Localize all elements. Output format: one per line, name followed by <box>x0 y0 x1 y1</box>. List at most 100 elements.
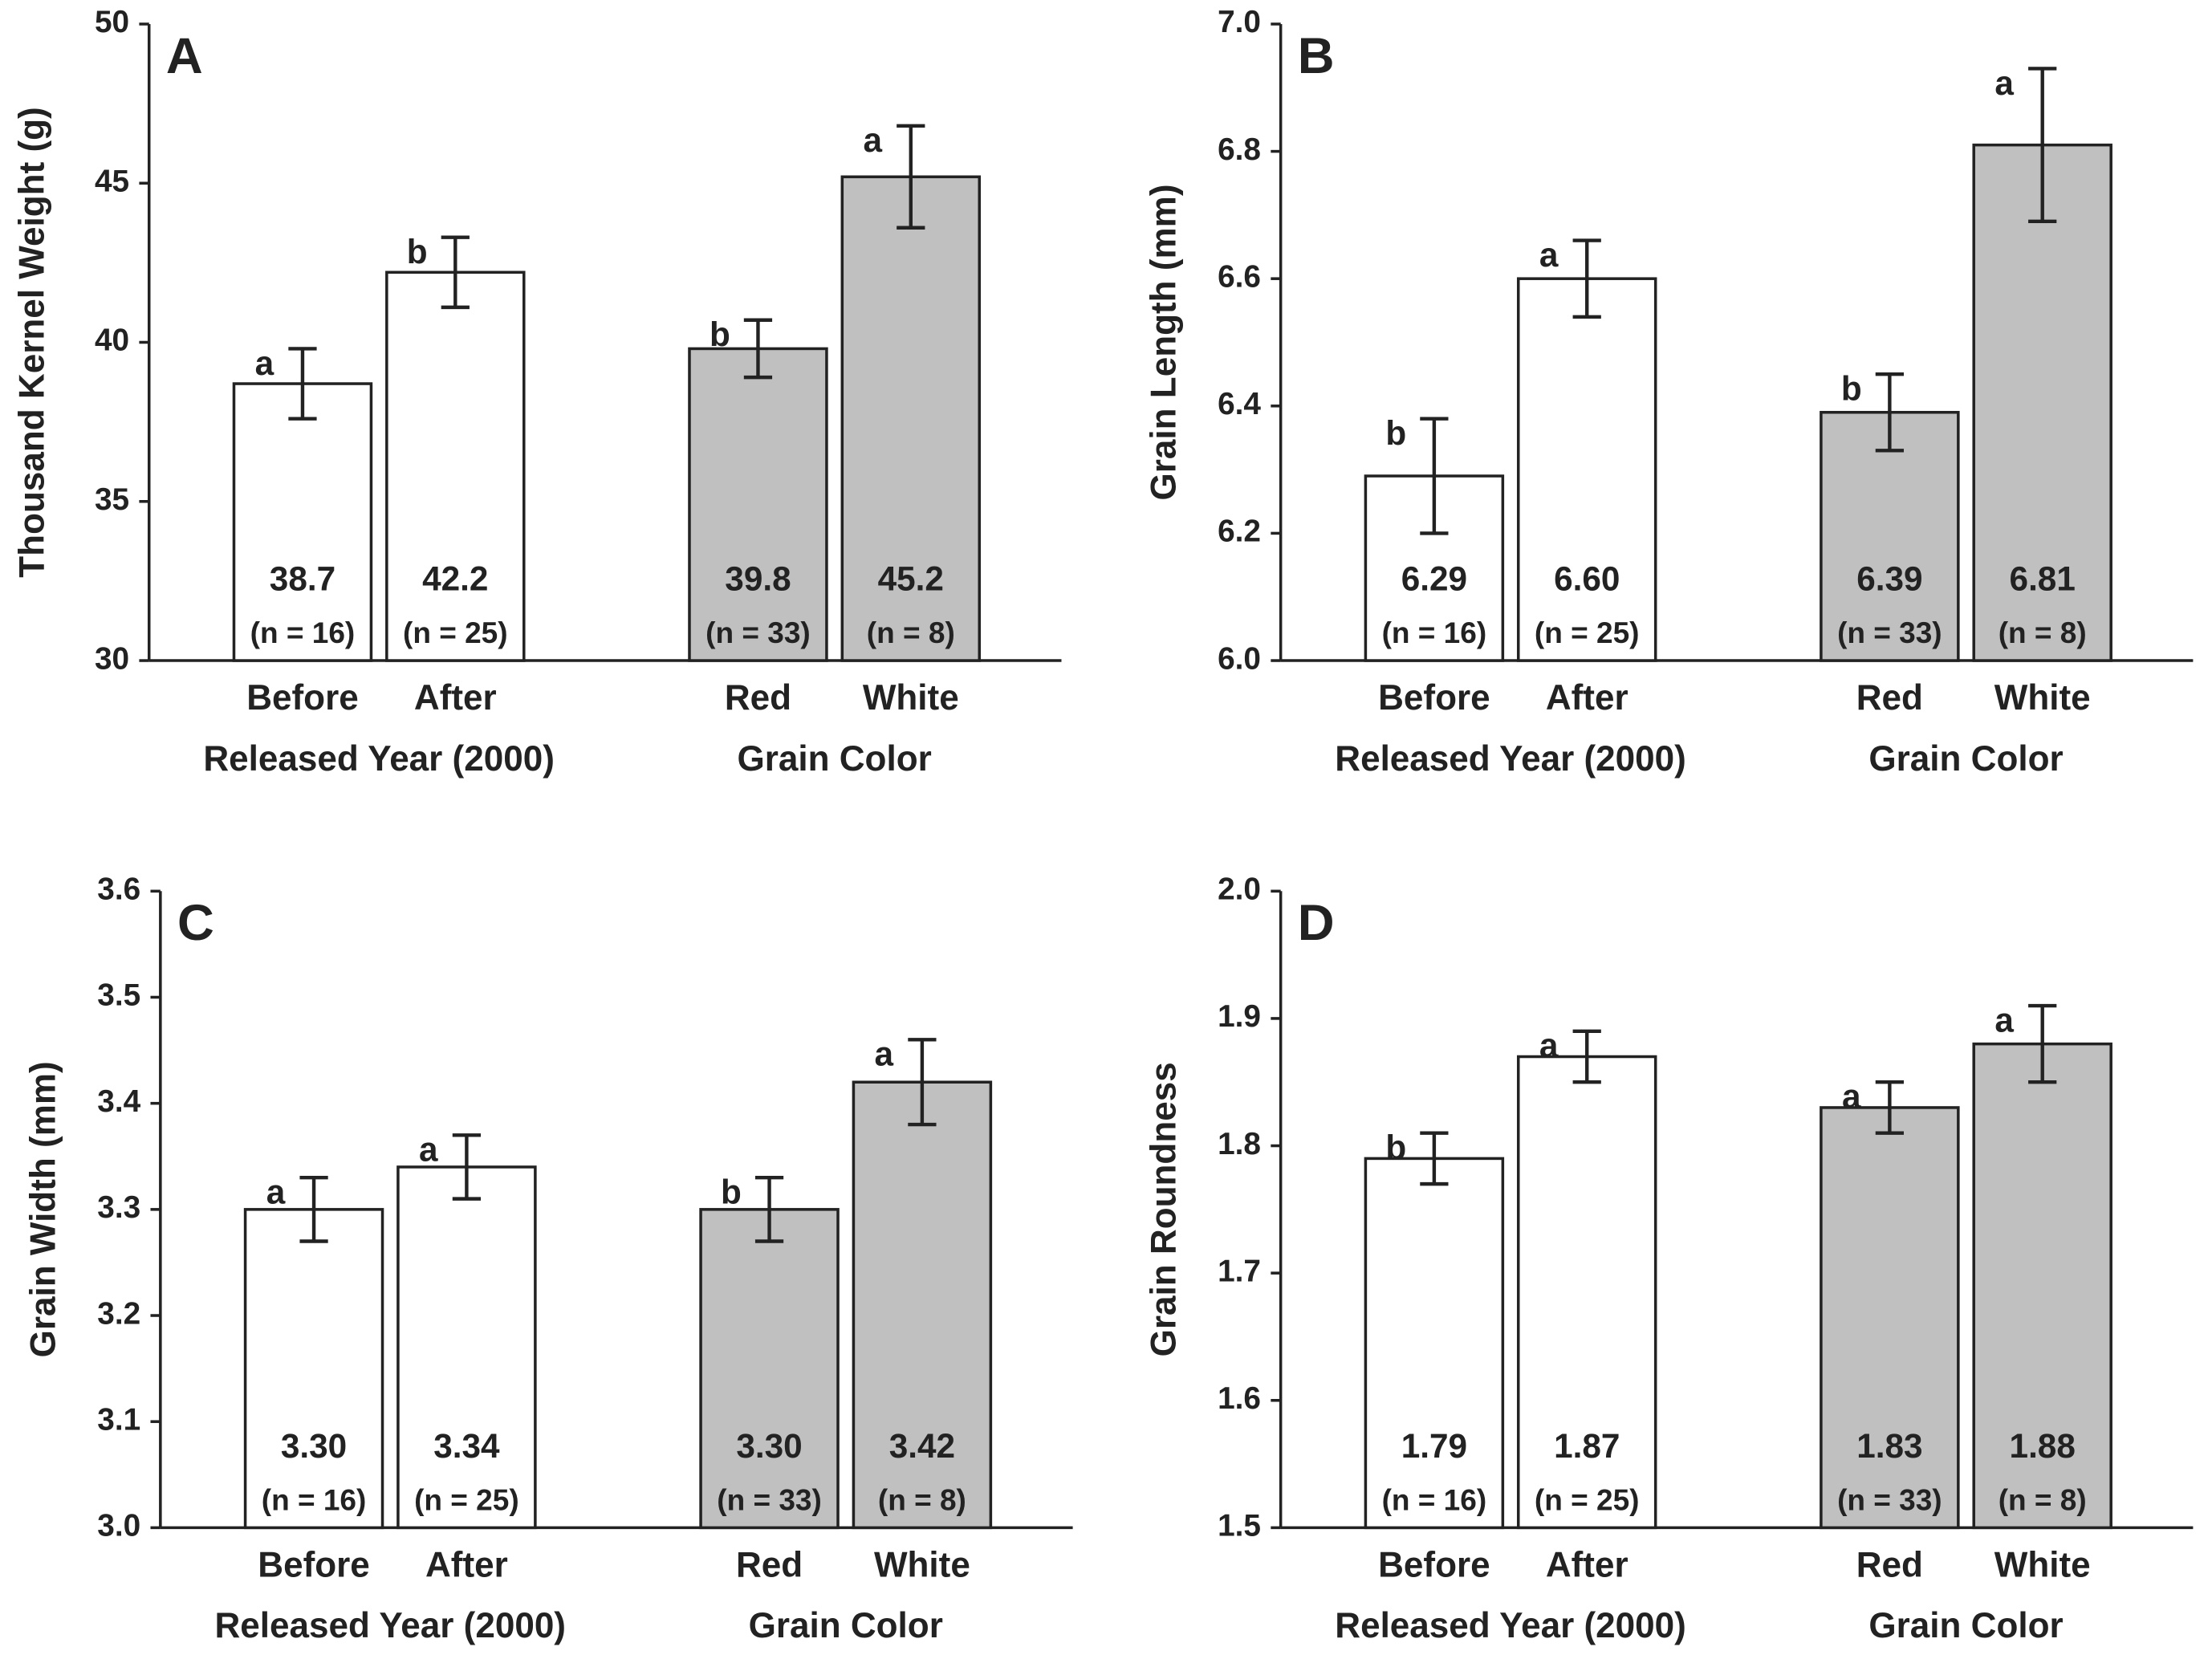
group-label: Grain Color <box>749 1606 943 1645</box>
x-tick-label: Red <box>736 1545 803 1584</box>
y-tick-label: 1.7 <box>1218 1254 1261 1288</box>
value-label: 6.60 <box>1554 560 1620 598</box>
y-tick-label: 1.9 <box>1218 999 1261 1034</box>
value-label: 3.30 <box>736 1427 802 1465</box>
y-tick-label: 45 <box>95 164 129 198</box>
bar <box>1516 277 1657 662</box>
x-tick-label: Before <box>1378 678 1490 718</box>
value-label: 39.8 <box>725 560 791 598</box>
y-tick-label: 6.4 <box>1218 387 1261 421</box>
group-label: Released Year (2000) <box>214 1606 566 1645</box>
significance-letter: a <box>255 344 274 382</box>
significance-letter: b <box>1385 414 1406 452</box>
x-tick-label: Red <box>725 678 791 718</box>
x-tick-label: White <box>863 678 959 718</box>
value-label: 3.30 <box>281 1427 347 1465</box>
n-label: (n = 25) <box>414 1482 519 1516</box>
x-tick-label: Before <box>246 678 359 718</box>
panel-label: A <box>166 28 203 84</box>
bar <box>396 1165 537 1530</box>
significance-letter: b <box>1385 1128 1406 1166</box>
significance-letter: a <box>1994 64 2014 102</box>
y-tick-label: 6.2 <box>1218 514 1261 549</box>
group-label: Released Year (2000) <box>1335 739 1686 779</box>
panel-label: D <box>1298 895 1335 951</box>
value-label: 6.39 <box>1856 560 1922 598</box>
significance-letter: a <box>419 1131 438 1169</box>
group-label: Released Year (2000) <box>203 739 555 779</box>
n-label: (n = 33) <box>717 1482 822 1516</box>
x-tick-label: Before <box>258 1545 370 1584</box>
significance-letter: a <box>1842 1078 1861 1116</box>
significance-letter: a <box>863 121 882 159</box>
value-label: 1.87 <box>1554 1427 1620 1465</box>
y-tick-label: 35 <box>95 482 129 517</box>
n-label: (n = 8) <box>1999 1482 2087 1516</box>
n-label: (n = 8) <box>1999 616 2087 649</box>
n-label: (n = 16) <box>250 616 356 649</box>
value-label: 6.29 <box>1401 560 1467 598</box>
x-tick-label: Red <box>1856 678 1923 718</box>
significance-letter: b <box>721 1173 742 1211</box>
value-label: 1.88 <box>2010 1427 2076 1465</box>
value-label: 3.42 <box>889 1427 955 1465</box>
n-label: (n = 25) <box>1535 616 1640 649</box>
x-tick-label: White <box>874 1545 970 1584</box>
significance-letter: a <box>1539 1027 1559 1064</box>
bar <box>1820 410 1960 662</box>
y-tick-label: 6.8 <box>1218 132 1261 167</box>
group-label: Grain Color <box>1868 739 2063 779</box>
y-tick-label: 40 <box>95 323 129 358</box>
group-label: Released Year (2000) <box>1335 1606 1686 1645</box>
y-tick-label: 3.4 <box>97 1084 140 1119</box>
bar <box>232 382 373 662</box>
group-label: Grain Color <box>737 739 931 779</box>
x-tick-label: White <box>1994 678 2091 718</box>
y-axis-label: Grain Roundness <box>1145 1062 1184 1356</box>
bar <box>688 347 828 662</box>
significance-letter: a <box>1539 236 1559 274</box>
y-tick-label: 3.1 <box>97 1402 140 1437</box>
bar <box>852 1080 993 1530</box>
y-tick-label: 3.2 <box>97 1296 140 1331</box>
x-tick-label: Red <box>1856 1545 1923 1584</box>
bar <box>840 175 982 662</box>
y-tick-label: 1.5 <box>1218 1509 1261 1543</box>
x-tick-label: Before <box>1378 1545 1490 1584</box>
bar <box>243 1208 384 1530</box>
panel-label: B <box>1298 28 1335 84</box>
bar <box>699 1208 840 1530</box>
bar <box>385 270 526 662</box>
y-tick-label: 3.5 <box>97 978 140 1013</box>
y-tick-label: 30 <box>95 641 129 676</box>
group-label: Grain Color <box>1868 1606 2063 1645</box>
bar <box>1364 1157 1505 1530</box>
value-label: 1.79 <box>1401 1427 1467 1465</box>
y-tick-label: 3.0 <box>97 1509 140 1543</box>
bar <box>1516 1055 1657 1530</box>
n-label: (n = 25) <box>403 616 508 649</box>
significance-letter: b <box>710 315 730 353</box>
y-axis-label: Grain Length (mm) <box>1145 185 1184 501</box>
y-tick-label: 6.0 <box>1218 641 1261 676</box>
x-tick-label: After <box>1546 678 1629 718</box>
n-label: (n = 33) <box>1837 1482 1942 1516</box>
y-tick-label: 2.0 <box>1218 872 1261 907</box>
bar <box>1972 143 2112 662</box>
y-tick-label: 3.3 <box>97 1190 140 1225</box>
y-tick-label: 6.6 <box>1218 259 1261 294</box>
n-label: (n = 16) <box>262 1482 367 1516</box>
value-label: 3.34 <box>433 1427 500 1465</box>
x-tick-label: After <box>1546 1545 1629 1584</box>
y-tick-label: 7.0 <box>1218 5 1261 39</box>
x-tick-label: White <box>1994 1545 2091 1584</box>
n-label: (n = 25) <box>1535 1482 1640 1516</box>
n-label: (n = 33) <box>1837 616 1942 649</box>
y-axis-label: Grain Width (mm) <box>24 1061 63 1357</box>
y-tick-label: 1.6 <box>1218 1381 1261 1416</box>
n-label: (n = 16) <box>1382 616 1487 649</box>
n-label: (n = 33) <box>705 616 811 649</box>
x-tick-label: After <box>425 1545 508 1584</box>
significance-letter: a <box>1994 1001 2014 1039</box>
